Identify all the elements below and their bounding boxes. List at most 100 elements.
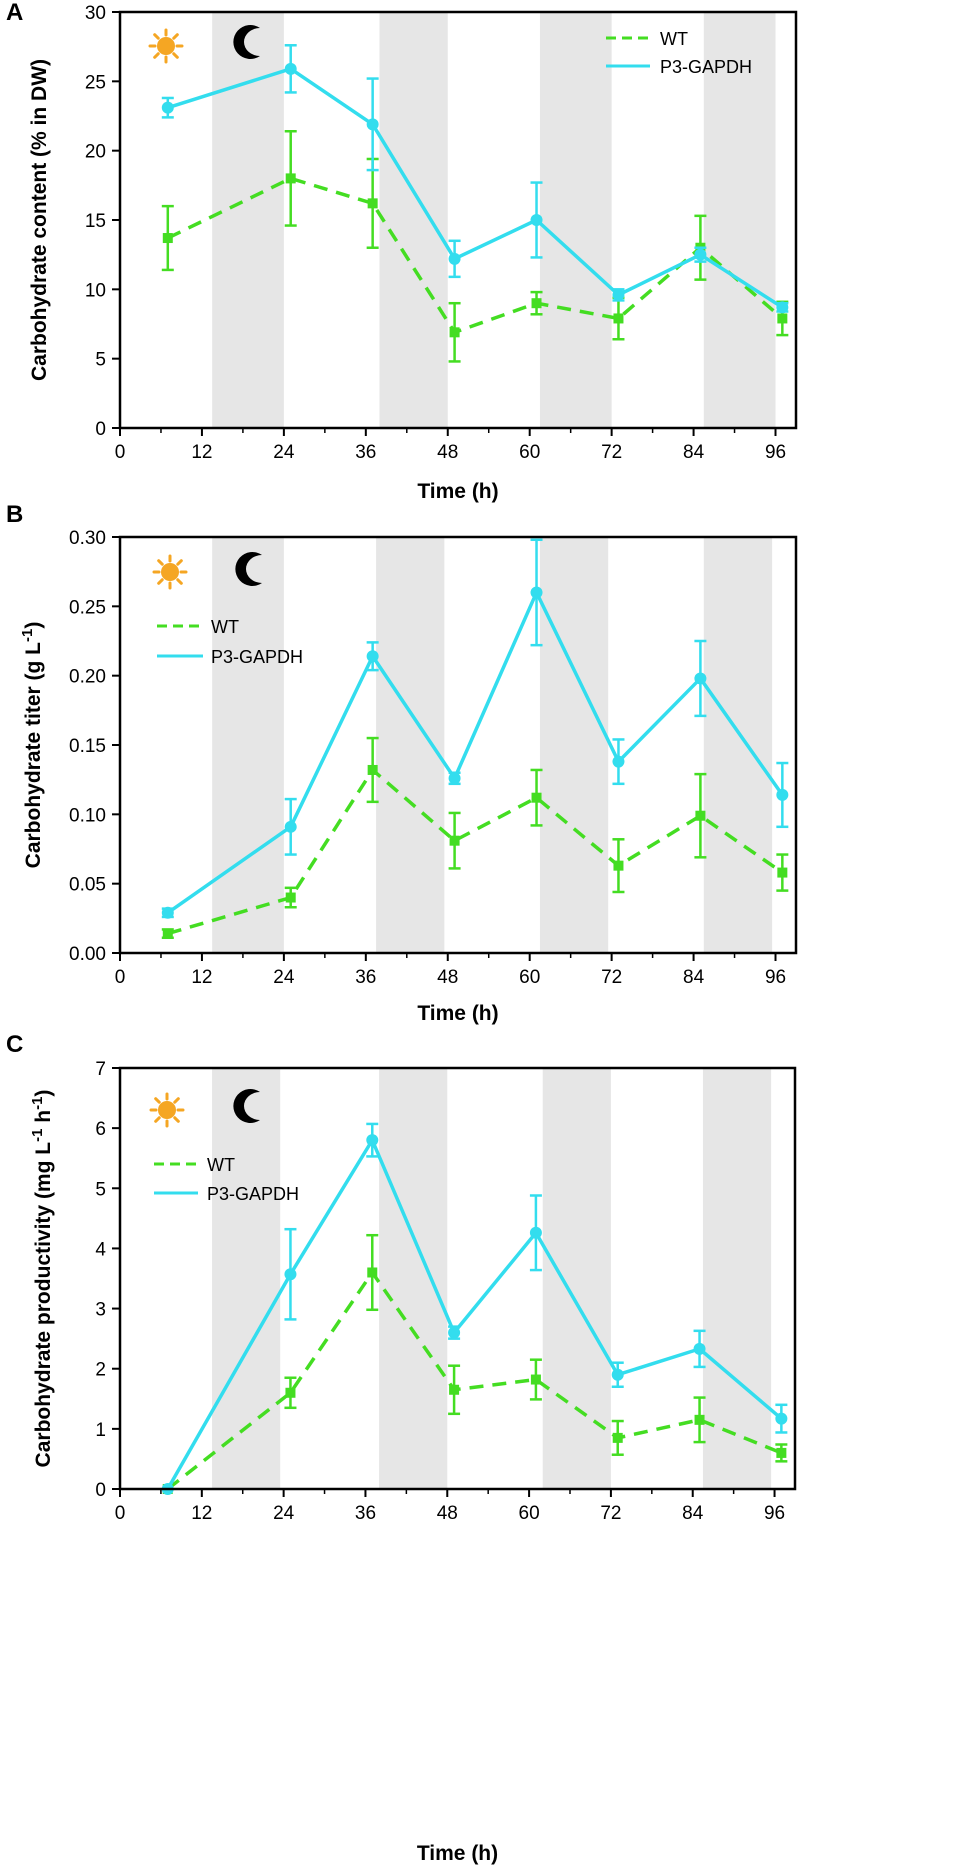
moon-icon <box>235 552 262 587</box>
dark-period-band <box>379 12 448 428</box>
sun-ray <box>172 33 179 40</box>
y-tick-label: 0.30 <box>69 528 106 549</box>
data-point <box>162 233 173 244</box>
y-axis-label-mid: h <box>32 1110 55 1129</box>
x-axis-label: Time (h) <box>417 1842 498 1865</box>
sun-ray <box>157 559 164 566</box>
legend-label-wt: WT <box>211 617 239 637</box>
data-point <box>530 586 543 599</box>
y-tick-label: 0.05 <box>69 875 106 896</box>
legend-label-wt: WT <box>660 29 688 49</box>
data-point <box>161 101 174 114</box>
x-tick-label: 0 <box>115 442 126 463</box>
y-axis-label-sup: -1 <box>29 1097 46 1110</box>
data-point <box>285 892 296 903</box>
y-axis-label-sup: -1 <box>19 629 36 642</box>
data-point <box>776 301 789 314</box>
data-point <box>612 1432 623 1443</box>
series-line <box>167 67 784 309</box>
y-tick-label: 30 <box>85 3 106 24</box>
y-tick-label: 6 <box>95 1119 106 1140</box>
x-tick-label: 48 <box>437 442 458 463</box>
y-tick-label: 0 <box>95 1480 106 1501</box>
data-point <box>775 1412 788 1425</box>
data-point <box>613 313 624 324</box>
x-axis-label: Time (h) <box>417 1002 498 1025</box>
legend-label-p3-gapdh: P3-GAPDH <box>207 1184 299 1204</box>
data-point <box>695 810 706 821</box>
data-point <box>448 252 461 265</box>
data-point <box>694 1414 705 1425</box>
sun-icon <box>148 28 184 64</box>
x-tick-label: 12 <box>191 1503 212 1524</box>
data-point <box>777 867 788 878</box>
panel-label: A <box>6 0 23 26</box>
legend: WT P3-GAPDH <box>154 1155 299 1204</box>
data-point <box>285 1387 296 1398</box>
y-axis-label: Carbohydrate content (% in DW) <box>28 59 51 381</box>
x-tick-label: 60 <box>519 442 540 463</box>
x-tick-label: 96 <box>765 442 786 463</box>
sun-ray <box>173 1097 180 1104</box>
sun-ray <box>176 578 183 585</box>
x-tick-label: 96 <box>765 967 786 988</box>
series-line <box>166 1270 783 1491</box>
y-axis-label: Carbohydrate titer (g L-1) <box>19 622 45 869</box>
data-point <box>449 1384 460 1395</box>
y-tick-label: 20 <box>85 142 106 163</box>
series-line <box>166 590 784 915</box>
y-axis-label-end: ) <box>22 622 45 629</box>
y-tick-label: 0 <box>95 419 106 440</box>
dark-period-band <box>379 1068 448 1489</box>
data-point <box>448 772 461 785</box>
series-line <box>166 1138 783 1490</box>
data-point <box>776 788 789 801</box>
moon-icon <box>233 25 260 59</box>
panel-label: C <box>6 1031 23 1058</box>
sun-ray <box>176 559 183 566</box>
x-tick-label: 84 <box>683 442 705 463</box>
sun-ray <box>157 578 164 585</box>
dark-period-band <box>702 1068 772 1489</box>
x-tick-label: 12 <box>191 442 212 463</box>
x-tick-label: 84 <box>683 967 705 988</box>
x-tick-label: 72 <box>601 967 622 988</box>
sun-ray <box>172 52 179 59</box>
data-point <box>367 198 378 209</box>
data-point <box>449 327 460 338</box>
data-point <box>161 906 174 919</box>
y-axis-label: Carbohydrate productivity (mg L-1 h-1) <box>29 1090 55 1468</box>
y-tick-label: 1 <box>95 1420 106 1441</box>
sun-ray <box>153 52 160 59</box>
data-point <box>366 650 379 663</box>
y-axis-label-main: Carbohydrate titer (g L <box>22 642 45 869</box>
sun-disc <box>157 37 175 55</box>
sun-ray <box>154 1097 161 1104</box>
series-line <box>167 176 784 335</box>
legend: WT P3-GAPDH <box>606 29 752 77</box>
y-tick-label: 10 <box>85 280 106 301</box>
y-tick-label: 0.20 <box>69 667 106 688</box>
dark-period-band <box>703 537 773 953</box>
data-point <box>612 288 625 301</box>
y-tick-label: 0.00 <box>69 944 106 965</box>
x-tick-label: 96 <box>764 1503 785 1524</box>
y-tick-label: 4 <box>95 1239 106 1260</box>
dark-period-band <box>703 12 776 428</box>
legend: WT P3-GAPDH <box>157 617 303 667</box>
sun-ray <box>154 1116 161 1123</box>
data-point <box>449 835 460 846</box>
data-point <box>694 248 707 261</box>
x-tick-label: 36 <box>355 442 376 463</box>
plot-frame <box>118 1066 797 1491</box>
series-p3-gapdh <box>161 538 789 919</box>
moon-icon <box>233 1089 260 1123</box>
dark-period-band <box>542 1068 611 1489</box>
y-tick-label: 7 <box>95 1059 106 1080</box>
series-wt <box>161 736 789 939</box>
sun-icon <box>149 1092 185 1128</box>
dark-period-band <box>539 12 612 428</box>
sun-ray <box>173 1116 180 1123</box>
